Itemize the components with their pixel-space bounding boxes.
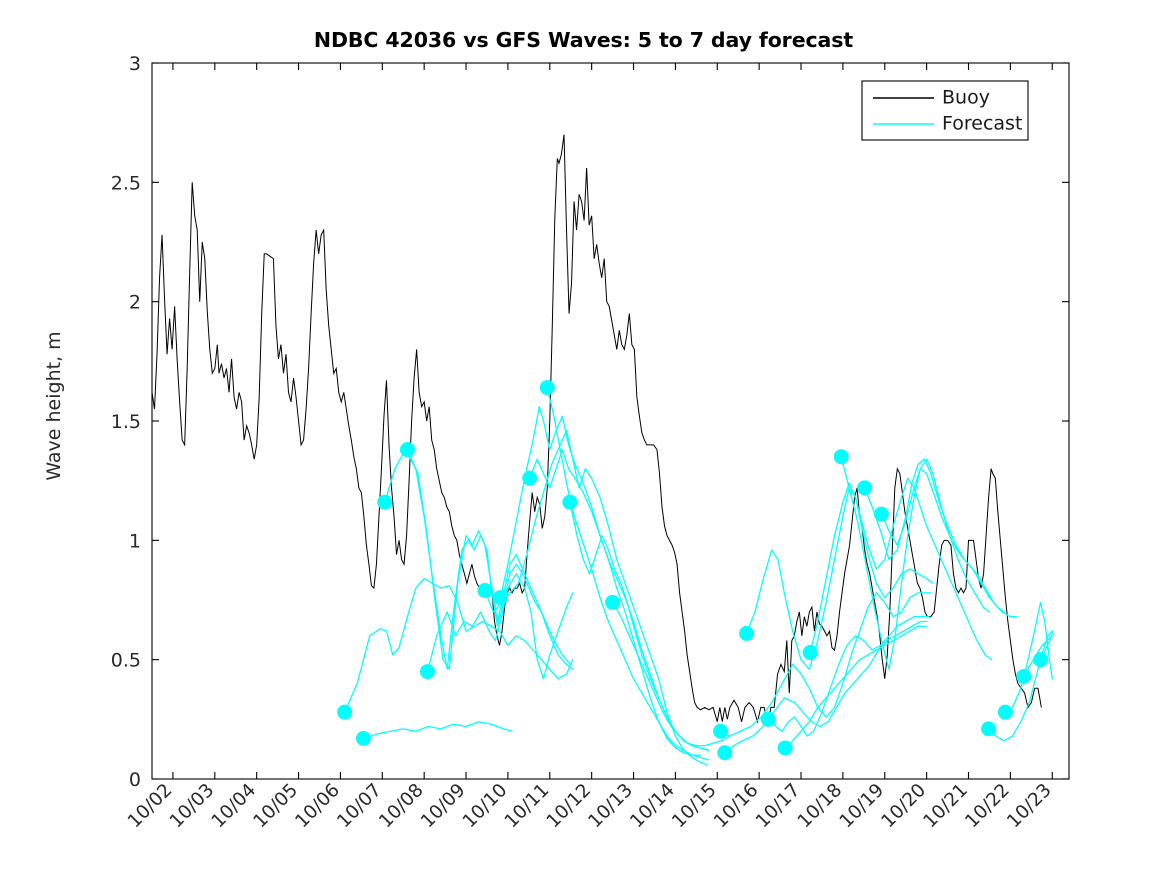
forecast-run-line xyxy=(880,468,1018,618)
forecast-run-line xyxy=(809,477,993,661)
x-tick-label: 10/14 xyxy=(626,780,679,833)
data-layer xyxy=(152,134,1054,766)
x-tick-label: 10/21 xyxy=(919,780,972,833)
forecast-start-marker xyxy=(981,721,997,737)
forecast-run-line xyxy=(569,501,710,752)
legend-item: Buoy xyxy=(873,87,990,109)
y-tick-label: 2.5 xyxy=(111,172,141,194)
forecast-start-marker xyxy=(337,704,353,720)
y-axis: 0 0.5 1 1.5 2 2.5 3 xyxy=(111,53,1069,791)
forecast-start-marker xyxy=(605,594,621,610)
x-tick-label: 10/18 xyxy=(794,780,847,833)
forecast-run-line xyxy=(864,458,1005,613)
forecast-start-marker xyxy=(377,494,393,510)
forecast-start-marker xyxy=(717,745,733,761)
forecast-start-marker xyxy=(1016,668,1032,684)
forecast-start-marker xyxy=(562,494,578,510)
forecast-start-markers xyxy=(337,380,1049,761)
forecast-run-line xyxy=(406,448,572,670)
legend-label: Forecast xyxy=(942,113,1022,135)
forecast-start-marker xyxy=(873,506,889,522)
y-tick-label: 0 xyxy=(129,769,141,791)
forecast-run-line xyxy=(1004,601,1053,713)
forecast-start-marker xyxy=(833,449,849,465)
y-tick-label: 0.5 xyxy=(111,650,141,672)
series-buoy-line xyxy=(152,134,1042,727)
forecast-run-line xyxy=(840,456,991,670)
forecast-run-line xyxy=(611,601,731,747)
forecast-run-line xyxy=(745,487,934,670)
legend-label: Buoy xyxy=(942,87,990,109)
forecast-run-line xyxy=(499,406,702,756)
y-tick-label: 3 xyxy=(129,53,141,75)
x-tick-label: 10/15 xyxy=(668,780,721,833)
forecast-run-line xyxy=(362,721,513,740)
x-tick-label: 10/10 xyxy=(459,780,512,833)
forecast-run-line xyxy=(987,630,1053,742)
x-tick-label: 10/06 xyxy=(291,780,344,833)
forecast-start-marker xyxy=(802,645,818,661)
x-tick-label: 10/20 xyxy=(878,780,931,833)
x-tick-label: 10/05 xyxy=(250,780,303,833)
x-tick-label: 10/16 xyxy=(710,780,763,833)
chart-title: NDBC 42036 vs GFS Waves: 5 to 7 day fore… xyxy=(313,28,854,52)
legend: Buoy Forecast xyxy=(861,80,1029,141)
forecast-run-line xyxy=(1023,635,1053,678)
forecast-run-line xyxy=(384,448,574,670)
x-tick-label: 10/17 xyxy=(752,780,805,833)
forecast-run-line xyxy=(784,625,928,749)
forecast-run-line xyxy=(343,577,574,713)
forecast-start-marker xyxy=(760,711,776,727)
forecast-start-marker xyxy=(477,582,493,598)
forecast-start-marker xyxy=(399,442,415,458)
x-tick-label: 10/08 xyxy=(375,780,428,833)
forecast-start-marker xyxy=(522,470,538,486)
forecast-start-marker xyxy=(713,723,729,739)
x-tick-label: 10/22 xyxy=(961,780,1014,833)
forecast-start-marker xyxy=(1033,652,1049,668)
x-tick-label: 10/13 xyxy=(585,780,638,833)
x-tick-label: 10/19 xyxy=(836,780,889,833)
x-tick-label: 10/23 xyxy=(1003,780,1056,833)
forecast-start-marker xyxy=(739,625,755,641)
forecast-run-line xyxy=(546,386,710,761)
forecast-run-line xyxy=(724,620,928,754)
x-tick-label: 10/03 xyxy=(166,780,219,833)
forecast-start-marker xyxy=(539,380,555,396)
forecast-start-marker xyxy=(777,740,793,756)
forecast-start-marker xyxy=(355,730,371,746)
x-tick-label: 10/12 xyxy=(543,780,596,833)
forecast-run-line xyxy=(767,616,930,737)
x-axis: 10/0210/0310/0410/0510/0610/0710/0810/09… xyxy=(124,63,1056,832)
forecast-start-marker xyxy=(997,704,1013,720)
forecast-start-marker xyxy=(492,590,508,606)
forecast-run-line xyxy=(484,429,708,766)
legend-item: Forecast xyxy=(873,113,1022,135)
x-tick-label: 10/07 xyxy=(333,780,386,833)
x-tick-label: 10/09 xyxy=(417,780,470,833)
x-tick-label: 10/04 xyxy=(208,780,261,833)
axes-frame xyxy=(151,62,1070,780)
x-tick-label: 10/11 xyxy=(501,780,554,833)
y-tick-label: 2 xyxy=(129,292,141,314)
forecast-start-marker xyxy=(857,480,873,496)
y-tick-label: 1.5 xyxy=(111,411,141,433)
forecast-run-line xyxy=(719,592,932,737)
y-tick-label: 1 xyxy=(129,530,141,552)
forecast-start-marker xyxy=(420,664,436,680)
